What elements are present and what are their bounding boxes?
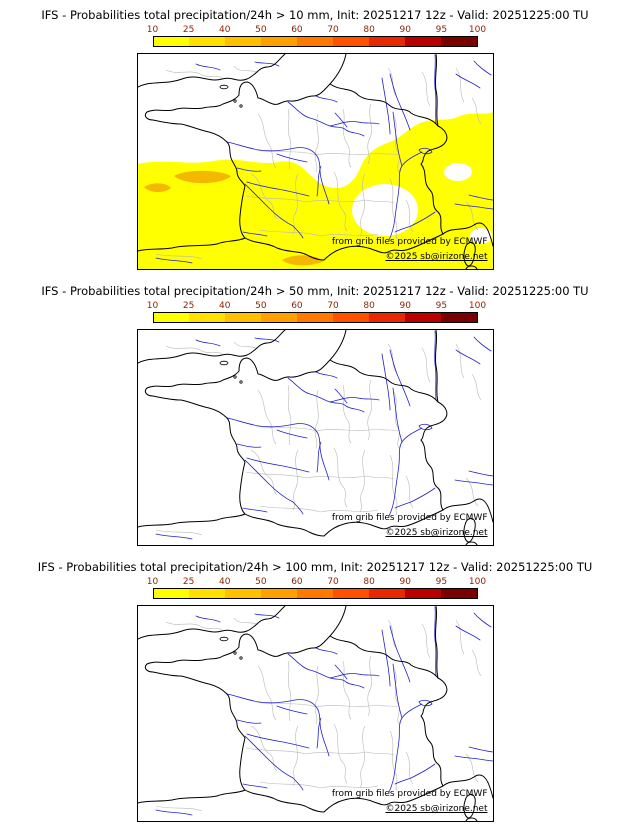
- colorbar-tick: 70: [327, 25, 339, 35]
- colorbar: 10 25 40 50 60 70 80 90 95 100: [147, 301, 486, 323]
- colorbar-tick: 60: [291, 301, 303, 311]
- colorbar-segment: [189, 313, 226, 322]
- colorbar-tick: 95: [435, 301, 448, 311]
- colorbar-segment: [225, 37, 262, 46]
- colorbar-tick: 100: [468, 577, 487, 587]
- colorbar-segment: [261, 313, 298, 322]
- colorbar-segment: [404, 313, 441, 322]
- panel-precip-50mm: IFS - Probabilities total precipitation/…: [0, 276, 630, 552]
- colorbar-segment: [332, 37, 369, 46]
- colorbar-tick: 10: [146, 301, 159, 311]
- colorbar-ticks: 10 25 40 50 60 70 80 90 95 100: [147, 25, 486, 36]
- panel-title-50mm: IFS - Probabilities total precipitation/…: [41, 284, 589, 298]
- panel-precip-10mm: IFS - Probabilities total precipitation/…: [0, 0, 630, 276]
- colorbar-tick: 25: [182, 577, 195, 587]
- colorbar-segment: [189, 37, 226, 46]
- colorbar-segment: [297, 37, 333, 46]
- colorbar-segment: [297, 313, 333, 322]
- colorbar-tick: 25: [182, 301, 195, 311]
- colorbar-tick: 90: [399, 25, 411, 35]
- attribution-source: from grib files provided by ECMWF: [331, 513, 488, 524]
- colorbar-segment: [404, 589, 441, 598]
- colorbar-segment: [225, 589, 262, 598]
- colorbar: 10 25 40 50 60 70 80 90 95 100: [147, 577, 486, 599]
- colorbar-tick: 80: [363, 577, 375, 587]
- map-attribution: from grib files provided by ECMWF ©2025 …: [332, 235, 488, 265]
- colorbar-segment: [440, 589, 477, 598]
- colorbar-tick: 40: [218, 577, 231, 587]
- colorbar-tick: 100: [468, 25, 487, 35]
- colorbar-segment: [153, 589, 190, 598]
- colorbar-ticks: 10 25 40 50 60 70 80 90 95 100: [147, 301, 486, 312]
- colorbar-tick: 40: [218, 301, 231, 311]
- map-10mm: from grib files provided by ECMWF ©2025 …: [136, 53, 494, 270]
- colorbar: 10 25 40 50 60 70 80 90 95 100: [147, 25, 486, 47]
- colorbar-segment: [440, 37, 477, 46]
- colorbar-tick: 60: [291, 25, 303, 35]
- attribution-source: from grib files provided by ECMWF: [331, 237, 488, 248]
- colorbar-bar: [152, 36, 478, 47]
- colorbar-bar: [152, 588, 478, 599]
- colorbar-segment: [440, 313, 477, 322]
- colorbar-tick: 10: [146, 577, 159, 587]
- attribution-copyright-link[interactable]: ©2025 sb@irizone.net: [385, 252, 488, 263]
- map-attribution: from grib files provided by ECMWF ©2025 …: [332, 511, 488, 541]
- colorbar-segment: [189, 589, 226, 598]
- colorbar-tick: 100: [468, 301, 487, 311]
- colorbar-tick: 70: [327, 301, 339, 311]
- colorbar-segment: [368, 589, 405, 598]
- colorbar-bar: [152, 312, 478, 323]
- colorbar-segment: [225, 313, 262, 322]
- map-50mm: from grib files provided by ECMWF ©2025 …: [136, 329, 494, 546]
- attribution-copyright-link[interactable]: ©2025 sb@irizone.net: [385, 804, 488, 815]
- colorbar-ticks: 10 25 40 50 60 70 80 90 95 100: [147, 577, 486, 588]
- colorbar-segment: [332, 313, 369, 322]
- colorbar-tick: 90: [399, 577, 411, 587]
- colorbar-segment: [153, 313, 190, 322]
- colorbar-tick: 60: [291, 577, 303, 587]
- colorbar-segment: [261, 37, 298, 46]
- map-100mm: from grib files provided by ECMWF ©2025 …: [136, 605, 494, 822]
- colorbar-tick: 90: [399, 301, 411, 311]
- panel-title-10mm: IFS - Probabilities total precipitation/…: [41, 8, 589, 22]
- panel-title-100mm: IFS - Probabilities total precipitation/…: [37, 560, 593, 574]
- attribution-copyright-link[interactable]: ©2025 sb@irizone.net: [385, 528, 488, 539]
- colorbar-segment: [261, 589, 298, 598]
- colorbar-segment: [153, 37, 190, 46]
- colorbar-segment: [332, 589, 369, 598]
- colorbar-tick: 50: [255, 301, 267, 311]
- colorbar-segment: [297, 589, 333, 598]
- colorbar-segment: [368, 313, 405, 322]
- colorbar-tick: 50: [255, 25, 267, 35]
- colorbar-tick: 10: [146, 25, 159, 35]
- colorbar-tick: 80: [363, 25, 375, 35]
- colorbar-segment: [404, 37, 441, 46]
- colorbar-segment: [368, 37, 405, 46]
- colorbar-tick: 95: [435, 25, 448, 35]
- colorbar-tick: 80: [363, 301, 375, 311]
- colorbar-tick: 40: [218, 25, 231, 35]
- colorbar-tick: 70: [327, 577, 339, 587]
- panel-precip-100mm: IFS - Probabilities total precipitation/…: [0, 552, 630, 828]
- map-attribution: from grib files provided by ECMWF ©2025 …: [332, 787, 488, 817]
- colorbar-tick: 25: [182, 25, 195, 35]
- colorbar-tick: 95: [435, 577, 448, 587]
- attribution-source: from grib files provided by ECMWF: [331, 789, 488, 800]
- colorbar-tick: 50: [255, 577, 267, 587]
